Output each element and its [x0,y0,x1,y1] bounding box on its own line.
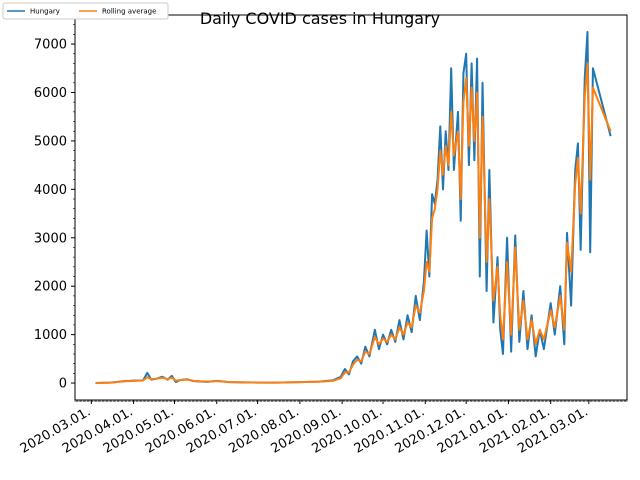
y-tick-label: 1000 [34,328,67,343]
chart-title: Daily COVID cases in Hungary [200,9,440,28]
series-line-rolling-average [95,62,612,384]
y-axis: 0 1000 2000 3000 4000 5000 6000 7000 [34,24,75,392]
y-tick-label: 6000 [34,86,67,101]
y-tick-label: 0 [59,377,67,392]
y-tick-label: 4000 [34,183,67,198]
plot-area [74,14,628,401]
legend-label-rolling-average: Rolling average [102,8,156,16]
legend: Hungary Rolling average [2,2,169,20]
y-tick-label: 3000 [34,231,67,246]
y-tick-label: 2000 [34,280,67,295]
axes-frame [74,14,628,401]
y-tick-label: 5000 [34,134,67,149]
series-layer [95,30,612,384]
y-tick-label: 7000 [34,38,67,53]
legend-label-hungary: Hungary [30,8,60,16]
